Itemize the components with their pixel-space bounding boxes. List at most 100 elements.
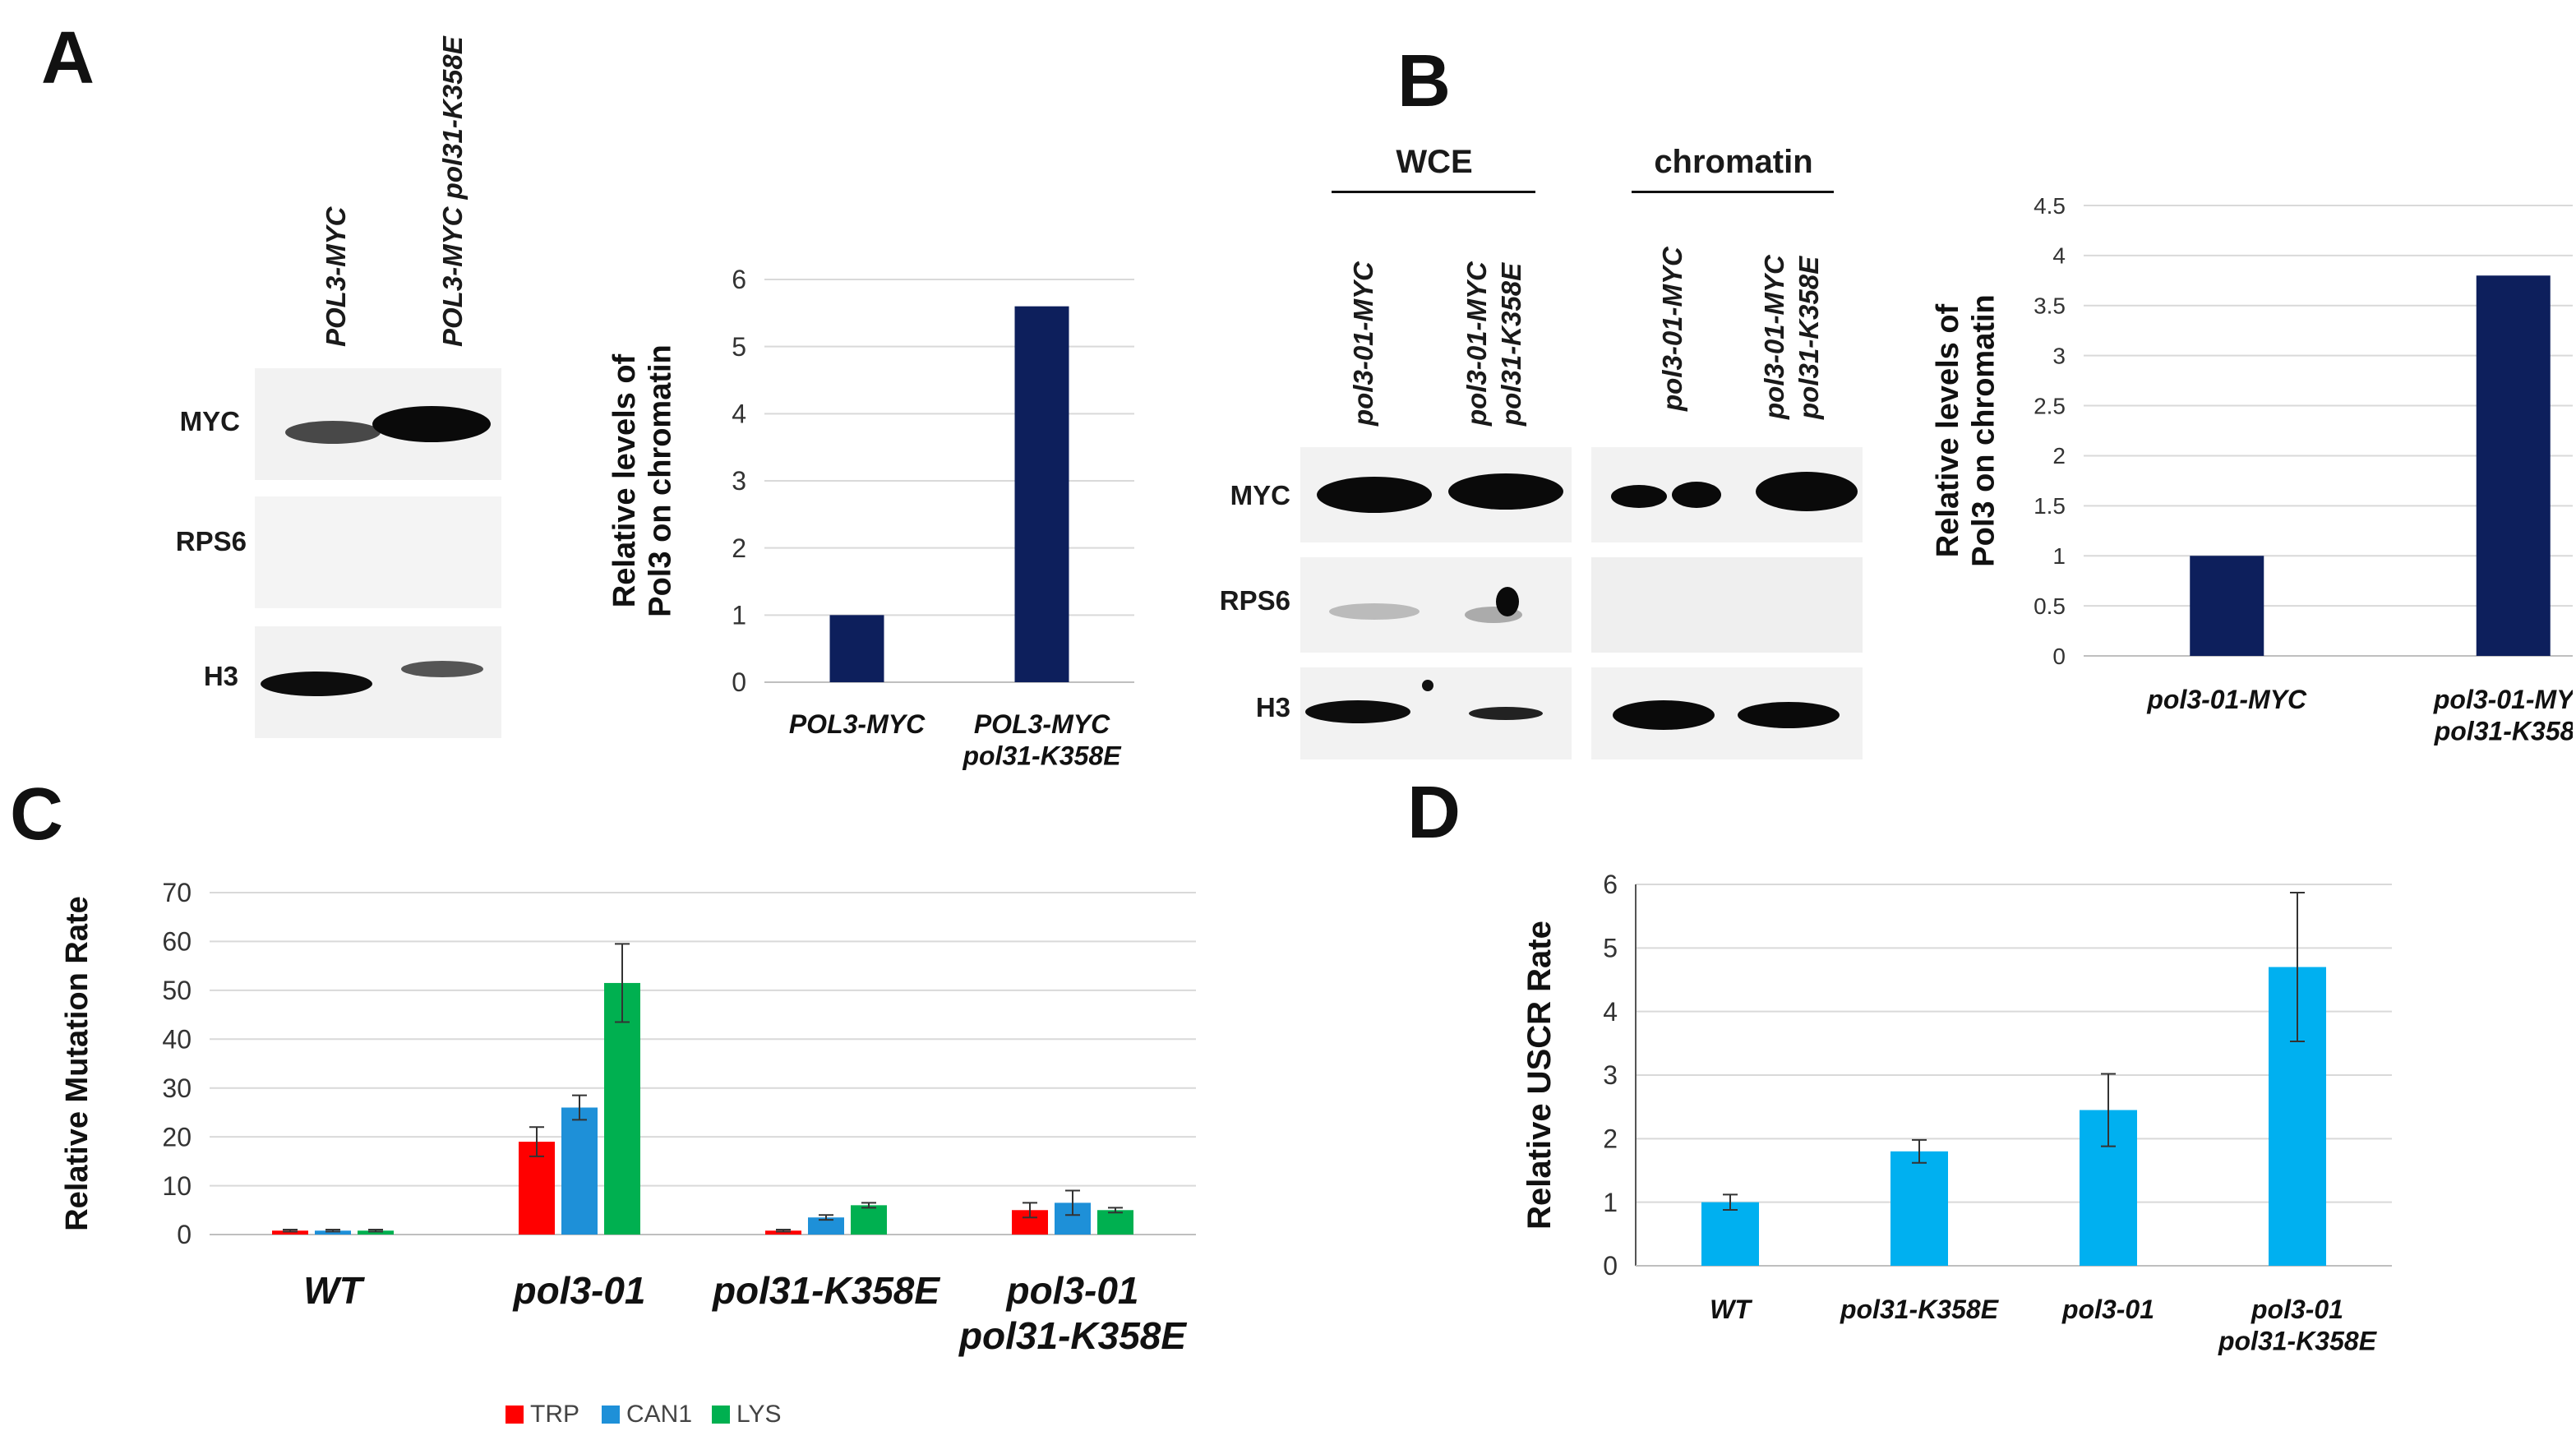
y-tick-label: 1: [2052, 543, 2066, 569]
y-tick-label: 30: [162, 1073, 192, 1103]
y-tick-label: 3: [732, 466, 746, 496]
blot-b-lane-1-label: pol3-01-MYC: [1348, 261, 1378, 426]
y-axis-label: Pol3 on chromatin: [644, 344, 678, 616]
y-tick-label: 4: [732, 399, 746, 429]
bar: [561, 1107, 598, 1235]
y-tick-label: 4: [1603, 997, 1618, 1027]
bar: [1014, 306, 1069, 682]
blot-a-lane-2-label: POL3-MYC pol31-K358E: [437, 36, 468, 347]
bar: [829, 615, 884, 682]
y-tick-label: 5: [1603, 934, 1618, 963]
blot-b-lane-2-label: pol3-01-MYC: [1461, 261, 1492, 426]
y-tick-label: 1: [732, 601, 746, 630]
y-tick-label: 0.5: [2034, 593, 2066, 619]
y-tick-label: 6: [732, 265, 746, 294]
blot-a-lane-1-label: POL3-MYC: [321, 206, 351, 347]
x-tick-label: pol3-01: [2251, 1295, 2343, 1324]
bar: [808, 1217, 844, 1235]
x-tick-label: pol3-01: [511, 1269, 645, 1312]
y-tick-label: 5: [732, 332, 746, 362]
blot-a-row-label: RPS6: [175, 526, 247, 556]
legend-label: CAN1: [626, 1401, 692, 1428]
bar: [1890, 1151, 1948, 1266]
blot-b-group-chromatin: chromatin: [1654, 144, 1813, 180]
y-tick-label: 3: [1603, 1060, 1618, 1090]
y-tick-label: 3.5: [2034, 293, 2066, 319]
x-tick-label: pol3-01-MYC: [2146, 685, 2307, 714]
y-tick-label: 4.5: [2034, 193, 2066, 219]
y-tick-label: 4: [2052, 243, 2066, 269]
blot-b-group-wce-line: [1332, 191, 1535, 193]
bar: [604, 982, 640, 1235]
blot-b-row-label: RPS6: [1219, 585, 1290, 616]
x-tick-label: WT: [303, 1269, 365, 1312]
y-tick-label: 70: [162, 878, 192, 907]
blot-b-group-wce: WCE: [1396, 144, 1473, 180]
bar: [765, 1230, 801, 1235]
blot-b-chromatin-h3: [1591, 667, 1863, 759]
bar: [1097, 1210, 1133, 1235]
x-tick-label: WT: [1710, 1295, 1752, 1324]
legend-label: TRP: [530, 1401, 579, 1428]
blot-a-row-label: MYC: [179, 406, 240, 436]
y-tick-label: 1.5: [2034, 493, 2066, 519]
legend-swatch: [506, 1406, 524, 1424]
x-tick-label: POL3-MYC: [789, 709, 926, 739]
y-axis-label: Relative Mutation Rate: [60, 896, 95, 1231]
y-tick-label: 50: [162, 976, 192, 1005]
y-axis-label: Relative USCR Rate: [1521, 921, 1558, 1230]
x-tick-label: pol31-K358E: [958, 1314, 1187, 1357]
legend-swatch: [712, 1406, 730, 1424]
chart-b: 0 0.5 1 1.5 2 2.5 3 3.5 4 4.5 pol3-01-MYC pol3-01-M…: [1931, 193, 2573, 745]
y-tick-label: 60: [162, 927, 192, 957]
blot-b-group-chromatin-line: [1632, 191, 1834, 193]
blot-b-wce-h3: [1300, 667, 1572, 759]
blot-b-row-label: H3: [1255, 692, 1290, 722]
bar: [2190, 556, 2264, 656]
blot-b-wce-myc: [1300, 447, 1572, 542]
bar: [358, 1230, 394, 1235]
panel-label-a: A: [41, 17, 95, 99]
bar: [315, 1230, 351, 1235]
blot-b-lane-2-label-2: pol31-K358E: [1496, 262, 1526, 426]
legend-label: LYS: [736, 1401, 781, 1428]
blot-b-chromatin-rps6: [1591, 557, 1863, 653]
blot-b-wce-rps6: [1300, 557, 1572, 653]
panel-label-b: B: [1397, 40, 1451, 122]
y-axis-label: Relative levels of: [607, 353, 642, 607]
y-tick-label: 0: [1603, 1251, 1618, 1281]
y-tick-label: 3: [2052, 343, 2066, 368]
y-tick-label: 2.5: [2034, 393, 2066, 418]
panel-label-c: C: [10, 773, 63, 856]
blot-a-rps6-strip: [255, 496, 501, 608]
blot-a-row-label: H3: [203, 661, 238, 691]
blot-a-h3-bands: [261, 661, 483, 696]
blot-b-chromatin-myc: [1591, 447, 1863, 542]
blot-a-myc-strip: [255, 368, 501, 480]
y-axis-label: Pol3 on chromatin: [1967, 294, 2001, 566]
y-tick-label: 6: [1603, 870, 1618, 899]
y-tick-label: 10: [162, 1171, 192, 1201]
x-tick-label: pol3-01-MYC: [2433, 685, 2573, 714]
blot-a-h3-strip: [255, 626, 501, 738]
y-tick-label: 20: [162, 1122, 192, 1152]
y-tick-label: 0: [732, 667, 746, 697]
y-tick-label: 1: [1603, 1188, 1618, 1217]
x-tick-label: pol31-K358E: [1840, 1295, 2000, 1324]
x-tick-label: pol31-K358E: [2434, 716, 2573, 745]
y-tick-label: 2: [732, 533, 746, 563]
bar: [272, 1230, 308, 1235]
blot-b-row-label: MYC: [1230, 480, 1290, 510]
y-tick-label: 0: [177, 1220, 192, 1249]
y-tick-label: 40: [162, 1024, 192, 1054]
x-tick-label: pol31-K358E: [711, 1269, 940, 1312]
x-tick-label: pol3-01: [2061, 1295, 2154, 1324]
panel-label-d: D: [1407, 772, 1461, 854]
y-tick-label: 0: [2052, 644, 2066, 669]
y-axis-label: Relative levels of: [1931, 303, 1965, 557]
blot-a-myc-bands: [285, 406, 491, 444]
x-tick-label: pol31-K358E: [2218, 1326, 2378, 1355]
